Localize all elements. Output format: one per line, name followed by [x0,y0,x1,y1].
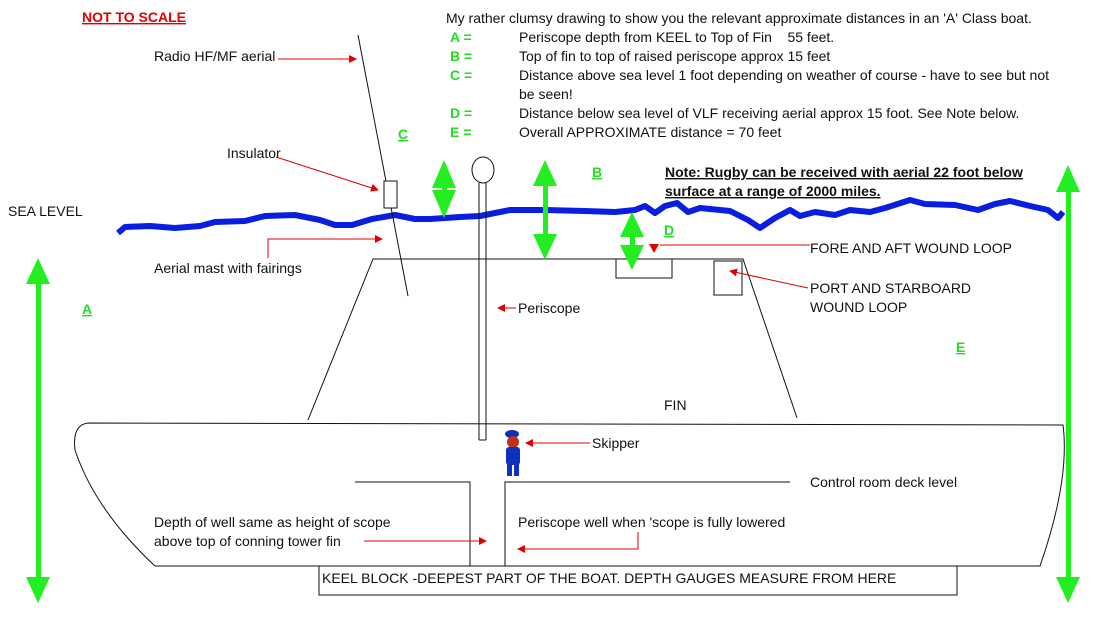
legend-text-d: Distance below sea level of VLF receivin… [519,105,1019,121]
dimension-arrow-e [1056,165,1080,603]
keel-block [318,565,958,596]
not-to-scale-label: NOT TO SCALE [82,9,186,25]
skipper-label: Skipper [592,435,640,451]
dimension-label-d: D [664,222,674,238]
keel-block-label: KEEL BLOCK -DEEPEST PART OF THE BOAT. DE… [322,570,896,586]
well-depth-label-2: above top of conning tower fin [154,533,341,549]
legend-key-e: E = [450,124,471,140]
periscope-well-pointer [517,532,639,553]
dimension-label-b: B [592,164,602,180]
insulator [383,180,398,209]
dimension-label-e: E [956,339,965,355]
note-line-1: Note: Rugby can be received with aerial … [665,164,1023,180]
skipper-figure [505,430,520,476]
legend-key-a: A = [450,29,472,45]
aerial-mast-label: Aerial mast with fairings [154,260,302,276]
periscope-head [471,156,495,184]
legend-text-c: Distance above sea level 1 foot dependin… [519,67,1049,83]
port-starboard-pointer [729,268,809,289]
hull [74,422,1065,567]
well-depth-label-1: Depth of well same as height of scope [154,514,391,530]
note-line-2: surface at a range of 2000 miles. [665,183,881,199]
radio-aerial [357,34,409,297]
legend-text-c-cont: be seen! [519,86,573,102]
legend-key-d: D = [450,105,472,121]
fore-aft-label: FORE AND AFT WOUND LOOP [810,240,1012,256]
sea-level-line [116,197,1066,236]
insulator-label: Insulator [227,145,281,161]
intro-text: My rather clumsy drawing to show you the… [446,10,1032,26]
legend: A = Periscope depth from KEEL to Top of … [450,29,1049,140]
fore-aft-pointer-head [649,244,659,253]
radio-aerial-label: Radio HF/MF aerial [154,48,275,64]
legend-text-b: Top of fin to top of raised periscope ap… [519,48,830,64]
port-starboard-label-2: WOUND LOOP [810,299,907,315]
legend-key-b: B = [450,48,472,64]
periscope-well-label: Periscope well when 'scope is fully lowe… [518,514,785,530]
periscope-label: Periscope [518,300,580,316]
aerial-mast-pointer [267,235,383,258]
fin-label: FIN [664,397,687,413]
insulator-pointer [275,156,379,192]
dimension-arrow-d [620,212,644,270]
conning-tower-fin [307,258,798,421]
sea-level-label: SEA LEVEL [8,203,83,219]
port-starboard-wound-loop [713,260,743,296]
control-room-label: Control room deck level [810,474,957,490]
dimension-arrow-c [432,160,456,218]
dimension-label-c: C [398,126,408,142]
legend-text-a: Periscope depth from KEEL to Top of Fin … [519,29,834,45]
legend-text-e: Overall APPROXIMATE distance = 70 feet [519,124,781,140]
dimension-arrow-b [533,160,557,260]
control-room-deck-left [355,481,471,566]
control-room-deck-right [504,481,790,566]
dimension-label-a: A [82,301,92,317]
dimension-arrow-a [26,258,50,603]
legend-key-c: C = [450,67,472,83]
port-starboard-label-1: PORT AND STARBOARD [810,280,971,296]
fore-aft-wound-loop [615,258,673,279]
